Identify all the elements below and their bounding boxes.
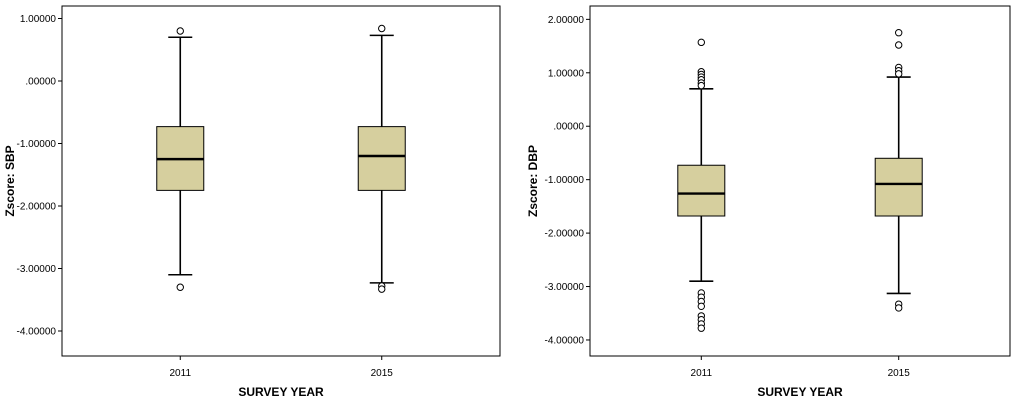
outlier-point xyxy=(895,41,903,49)
outlier-point xyxy=(697,302,705,311)
outlier-point xyxy=(895,29,903,37)
y-tick-label: .00000 xyxy=(553,122,584,133)
y-tick-label: .00000 xyxy=(25,77,56,88)
outlier-point xyxy=(378,285,386,293)
outlier-point xyxy=(697,38,705,47)
outlier-point xyxy=(176,27,184,35)
outlier-point xyxy=(697,324,705,332)
x-axis-title: SURVEY YEAR xyxy=(238,385,324,399)
y-axis-title: Zscore: SBP xyxy=(3,145,17,216)
y-tick-label: -3.00000 xyxy=(545,282,585,293)
y-tick-label: -2.00000 xyxy=(545,229,585,240)
box-iqr-2015 xyxy=(874,157,923,217)
outlier-point xyxy=(378,24,386,33)
outlier-point xyxy=(697,81,705,90)
y-tick-label: -3.00000 xyxy=(17,264,57,275)
y-tick-label: -2.00000 xyxy=(17,202,57,213)
outlier-point xyxy=(895,304,903,312)
plot-frame-1 xyxy=(61,5,501,357)
x-tick-label: 2011 xyxy=(170,368,192,379)
y-tick-label: 2.00000 xyxy=(548,15,585,26)
y-tick-label: -1.00000 xyxy=(545,175,585,186)
x-axis-title: SURVEY YEAR xyxy=(757,385,843,399)
outlier-point xyxy=(895,70,903,78)
y-tick-label: -4.00000 xyxy=(17,327,57,338)
y-tick-label: 1.00000 xyxy=(548,68,585,79)
box-iqr-2015 xyxy=(357,126,406,191)
y-tick-label: -4.00000 xyxy=(545,335,585,346)
box-iqr-2011 xyxy=(677,164,726,217)
y-tick-label: -1.00000 xyxy=(17,139,57,150)
x-tick-label: 2015 xyxy=(888,368,911,379)
y-tick-label: 1.00000 xyxy=(20,14,57,25)
y-axis-title: Zscore: DBP xyxy=(526,145,540,217)
outlier-point xyxy=(176,283,184,291)
plot-frame-2 xyxy=(589,5,1011,357)
x-tick-label: 2011 xyxy=(691,368,713,379)
x-tick-label: 2015 xyxy=(371,368,394,379)
